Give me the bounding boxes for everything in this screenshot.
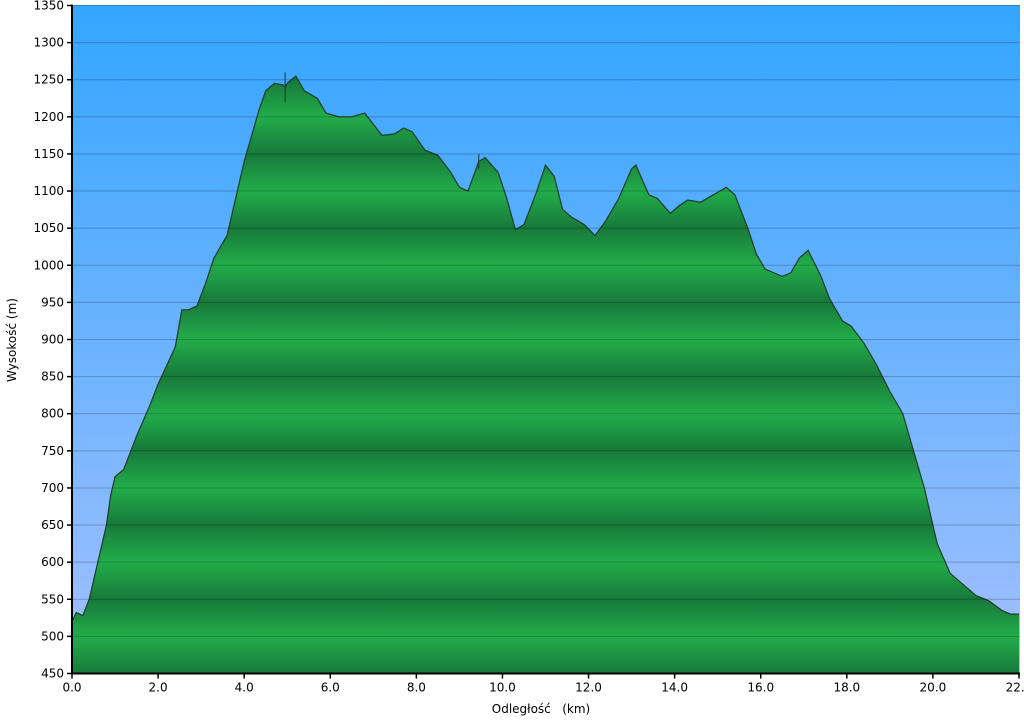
elevation-line [72,75,1019,622]
y-tick-label: 950 [41,295,64,309]
x-tick-label: 18.0 [833,681,860,695]
y-tick-label: 550 [41,592,64,606]
y-tick-label: 1150 [33,147,64,161]
y-tick-label: 800 [41,407,64,421]
y-tick-label: 1300 [33,36,64,50]
y-tick-label: 900 [41,333,64,347]
y-tick-label: 500 [41,629,64,643]
y-tick-label: 450 [41,667,64,681]
x-tick-label: 6.0 [321,681,340,695]
y-tick-label: 1050 [33,221,64,235]
x-tick-label: 20.0 [920,681,947,695]
elevation-area [72,76,1019,674]
y-tick-label: 1250 [33,73,64,87]
x-tick-label: 12.0 [575,681,602,695]
y-tick-label: 650 [41,518,64,532]
x-tick-label: 10.0 [489,681,516,695]
y-tick-label: 1100 [33,184,64,198]
y-tick-label: 850 [41,370,64,384]
y-tick-label: 600 [41,555,64,569]
y-tick-label: 700 [41,481,64,495]
y-tick-label: 750 [41,444,64,458]
x-tick-label: 0.0 [62,681,81,695]
x-axis-label: Odległość (km) [492,702,590,716]
y-tick-label: 1350 [33,0,64,13]
y-axis-label: Wysokość (m) [5,298,19,382]
x-tick-label: 16.0 [747,681,774,695]
x-tick-label: 14.0 [661,681,688,695]
x-tick-label: 2.0 [149,681,168,695]
x-tick-label: 22.0 [1006,681,1024,695]
x-tick-label: 8.0 [407,681,426,695]
x-tick-label: 4.0 [235,681,254,695]
y-tick-label: 1000 [33,258,64,272]
y-tick-label: 1200 [33,110,64,124]
